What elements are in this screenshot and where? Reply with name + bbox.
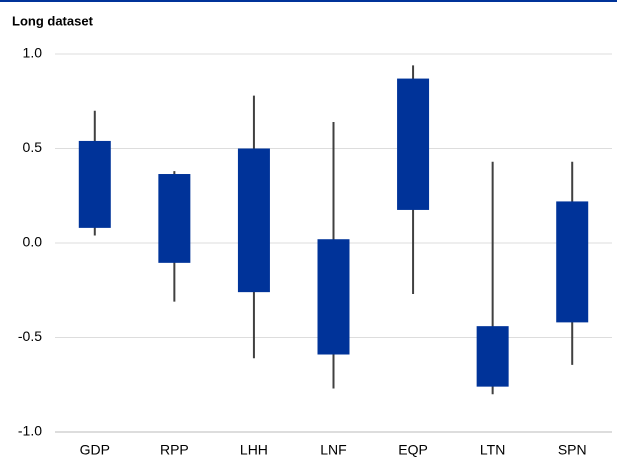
y-tick-label: -0.5 bbox=[18, 328, 42, 344]
box bbox=[237, 148, 270, 293]
box bbox=[158, 174, 191, 263]
box bbox=[78, 140, 111, 228]
y-tick-label: 1.0 bbox=[23, 45, 43, 61]
chart-title: Long dataset bbox=[12, 13, 94, 28]
box bbox=[556, 201, 589, 323]
y-tick-label: 0.0 bbox=[23, 234, 43, 250]
x-tick-label: SPN bbox=[558, 442, 587, 458]
y-tick-label: -1.0 bbox=[18, 423, 42, 439]
box bbox=[317, 239, 350, 355]
x-tick-label: LNF bbox=[320, 442, 346, 458]
x-tick-label: RPP bbox=[160, 442, 189, 458]
y-tick-label: 0.5 bbox=[23, 139, 43, 155]
x-tick-label: LHH bbox=[240, 442, 268, 458]
x-tick-label: LTN bbox=[480, 442, 505, 458]
x-tick-label: EQP bbox=[398, 442, 428, 458]
box bbox=[476, 326, 509, 387]
x-tick-label: GDP bbox=[80, 442, 110, 458]
box bbox=[397, 78, 430, 210]
